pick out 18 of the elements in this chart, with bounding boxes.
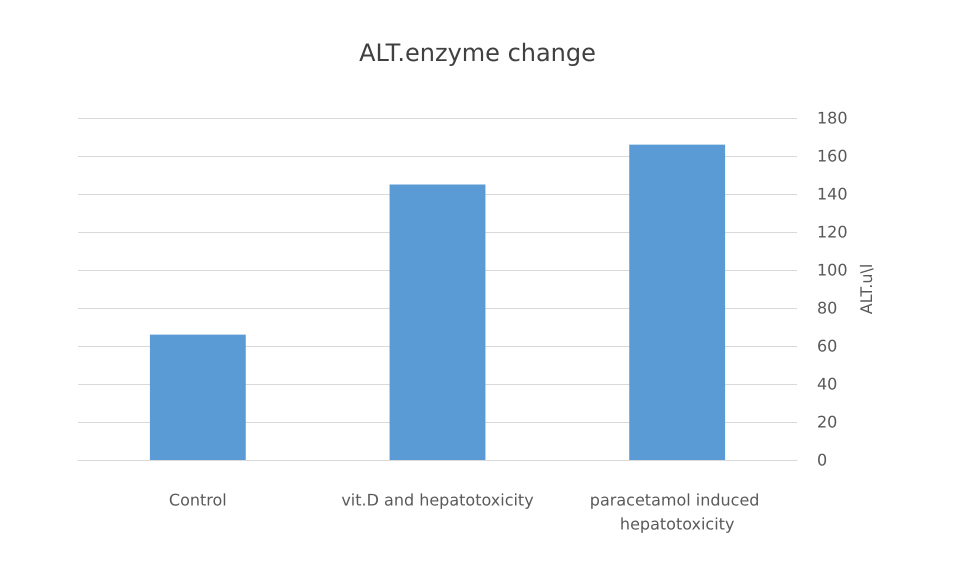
y-tick-label: 180 <box>817 108 848 128</box>
x-tick-label: vit.D and hepatotoxicity <box>341 490 534 510</box>
x-tick-label: Control <box>168 490 227 510</box>
y-axis-title: ALT.u\l <box>856 264 876 314</box>
y-tick-label: 20 <box>817 412 838 432</box>
chart-title: ALT.enzyme change <box>359 39 596 67</box>
y-tick-label: 140 <box>817 184 848 204</box>
bar <box>390 184 486 460</box>
y-tick-label: 160 <box>817 146 848 166</box>
bar <box>150 334 246 460</box>
x-tick-label: paracetamol induced hepatotoxicity <box>590 490 765 534</box>
y-tick-label: 60 <box>817 336 838 356</box>
bar <box>629 144 726 460</box>
y-tick-label: 40 <box>817 374 838 394</box>
y-tick-label: 120 <box>817 222 848 242</box>
y-tick-label: 80 <box>817 298 838 318</box>
y-tick-label: 100 <box>817 260 848 280</box>
y-tick-label: 0 <box>817 450 828 470</box>
